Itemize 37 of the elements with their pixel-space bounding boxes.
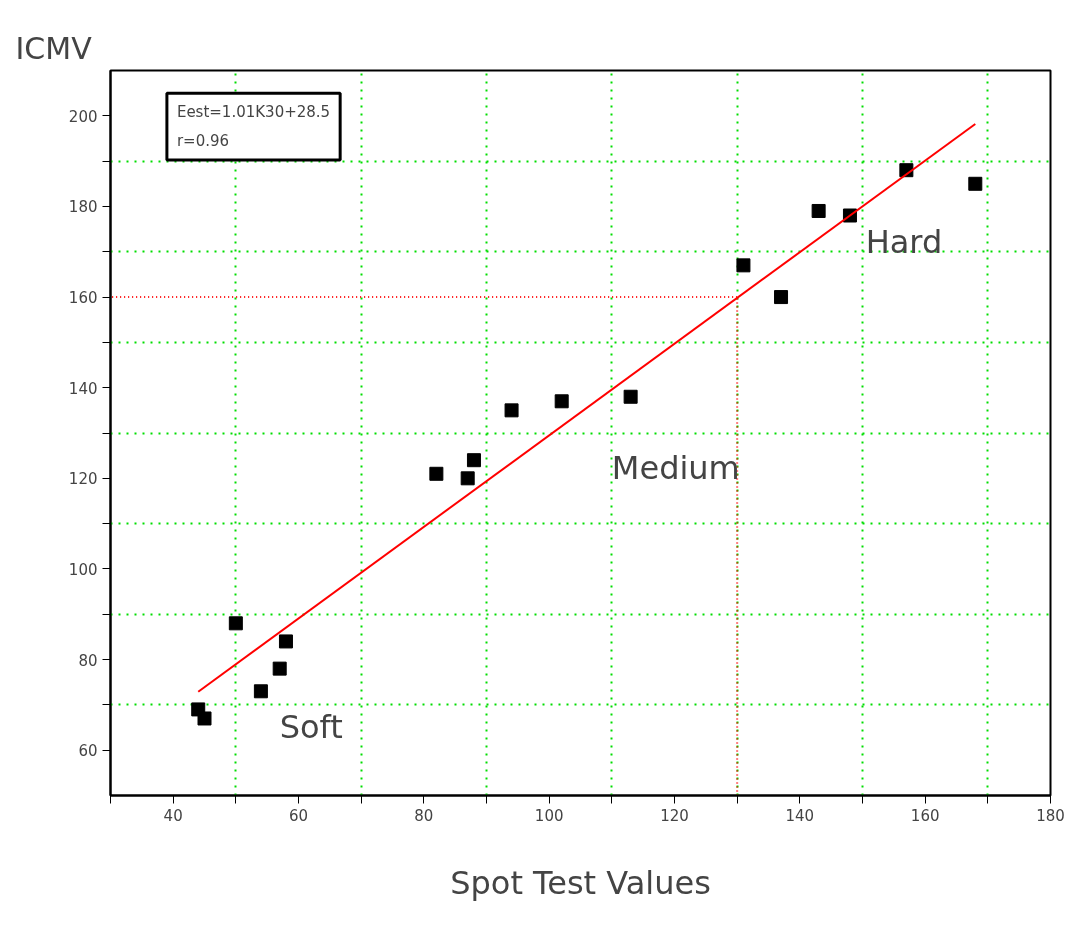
y-tick-label: 140: [68, 379, 98, 398]
y-axis-title: ICMV: [15, 30, 93, 66]
annotation: Medium: [611, 449, 740, 488]
point: [774, 290, 789, 305]
y-tick-label: 180: [68, 198, 98, 217]
y-tick-label: 200: [68, 107, 98, 126]
x-tick-label: 40: [163, 806, 183, 825]
y-tick-label: 120: [68, 470, 98, 489]
y-tick-label: 100: [68, 560, 98, 579]
y-tick-label: 160: [68, 289, 98, 308]
x-tick-label: 120: [660, 806, 689, 825]
x-tick-label: 100: [534, 806, 564, 825]
y-tick-label: 80: [78, 651, 98, 670]
point: [554, 394, 569, 409]
x-tick-label: 140: [785, 806, 815, 825]
x-tick-label: 160: [910, 806, 940, 825]
point: [811, 203, 826, 218]
point: [272, 661, 287, 676]
annotation: Eest=1.01K30+28.5 r=0.96: [176, 103, 331, 150]
point: [197, 711, 212, 726]
point: [278, 634, 293, 649]
x-tick-label: 180: [1036, 806, 1065, 825]
x-tick-label: 80: [414, 806, 434, 825]
point: [253, 684, 268, 699]
point: [736, 258, 751, 273]
annotation: Hard: [865, 222, 943, 261]
annotation: Soft: [279, 707, 343, 746]
x-axis-title: Spot Test Values: [450, 863, 711, 902]
x-tick-label: 60: [288, 806, 309, 825]
point: [460, 471, 475, 486]
point: [623, 389, 638, 404]
point: [228, 616, 243, 631]
point: [504, 403, 519, 418]
point: [466, 453, 481, 468]
y-tick-label: 60: [78, 742, 98, 761]
point: [429, 466, 444, 481]
point: [968, 176, 983, 191]
